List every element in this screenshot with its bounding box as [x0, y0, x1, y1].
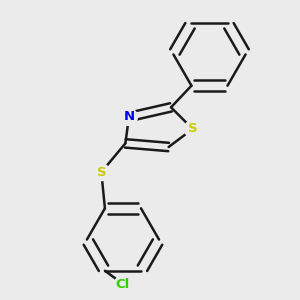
Text: N: N: [123, 110, 134, 124]
Text: Cl: Cl: [116, 278, 130, 290]
Circle shape: [121, 109, 137, 125]
Text: S: S: [97, 166, 106, 179]
Text: S: S: [188, 122, 197, 136]
Circle shape: [115, 276, 131, 292]
Circle shape: [93, 164, 110, 181]
Circle shape: [184, 121, 201, 137]
